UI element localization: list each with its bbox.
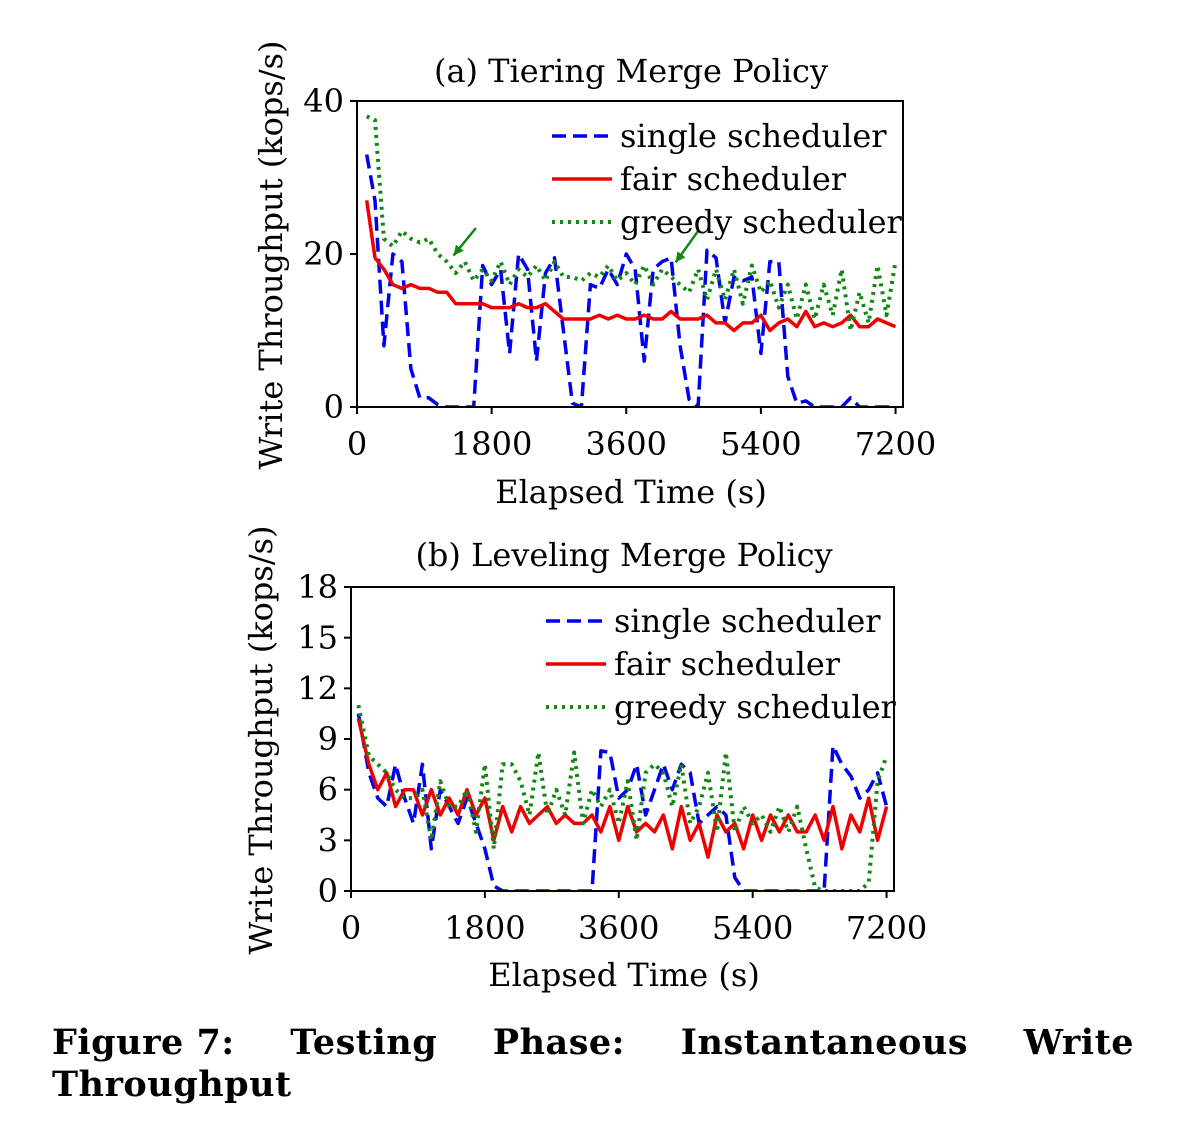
caption-word: Write [1023,1022,1134,1063]
y-tick-label: 9 [318,720,338,758]
legend-label: single scheduler [620,117,887,155]
x-tick-label: 0 [347,425,367,463]
x-tick-label: 1800 [451,425,532,463]
x-tick-label: 3600 [586,425,667,463]
caption-word: Figure 7: [52,1022,235,1063]
y-tick-label: 6 [318,771,338,809]
legend-label: greedy scheduler [614,688,897,726]
y-tick-label: 0 [318,872,338,910]
series-line-fair-scheduler [364,200,897,333]
legend-label: fair scheduler [614,645,841,683]
y-axis-label: Write Throughput (kops/s) [252,40,290,469]
series-line-fair-scheduler [356,718,889,859]
x-tick-label: 7200 [846,909,927,947]
chart-panel-leveling: (b) Leveling Merge Policy Write Throughp… [242,525,927,994]
x-tick-label: 5400 [720,425,801,463]
x-axis-label: Elapsed Time (s) [488,956,760,994]
caption-word: Instantaneous [680,1022,969,1063]
y-tick-label: 20 [303,235,344,273]
series-line-greedy-scheduler [365,114,898,333]
legend-label: fair scheduler [620,160,847,198]
y-tick-label: 40 [303,82,344,120]
legend-label: single scheduler [614,602,881,640]
plot-area: 0 1800 3600 5400 7200 0 3 6 9 12 15 18 single schedu… [297,568,927,947]
series-line-single-scheduler [364,154,896,407]
x-axis-label: Elapsed Time (s) [495,473,767,511]
y-tick-label: 18 [297,568,338,606]
caption-word: Testing [290,1022,438,1063]
annotation-arrow-head [453,244,464,256]
caption-line-1: Figure 7: Testing Phase: Instantaneous W… [52,1022,1134,1064]
chart-panel-tiering: (a) Tiering Merge Policy Write Throughpu… [252,40,936,511]
y-axis-label: Write Throughput (kops/s) [242,525,280,954]
y-tick-label: 0 [324,388,344,426]
x-tick-label: 3600 [578,909,659,947]
caption-line-2: Throughput [52,1064,292,1105]
caption-word: Phase: [492,1022,626,1063]
annotation-arrow-head [675,251,686,263]
plot-area: 0 1800 3600 5400 7200 0 20 40 single scheduler fa… [303,82,936,463]
x-tick-label: 1800 [444,909,525,947]
chart-title: (b) Leveling Merge Policy [415,536,832,574]
y-tick-label: 12 [297,669,338,707]
series-line-greedy-scheduler [356,704,889,891]
x-tick-label: 0 [341,909,361,947]
figure-caption: Figure 7: Testing Phase: Instantaneous W… [52,1022,1134,1106]
x-tick-label: 5400 [712,909,793,947]
legend-label: greedy scheduler [620,203,903,241]
y-tick-label: 3 [318,821,338,859]
y-tick-label: 15 [297,619,338,657]
figure-canvas: (a) Tiering Merge Policy Write Throughpu… [242,40,936,994]
x-tick-label: 7200 [855,425,936,463]
chart-title: (a) Tiering Merge Policy [434,52,828,90]
